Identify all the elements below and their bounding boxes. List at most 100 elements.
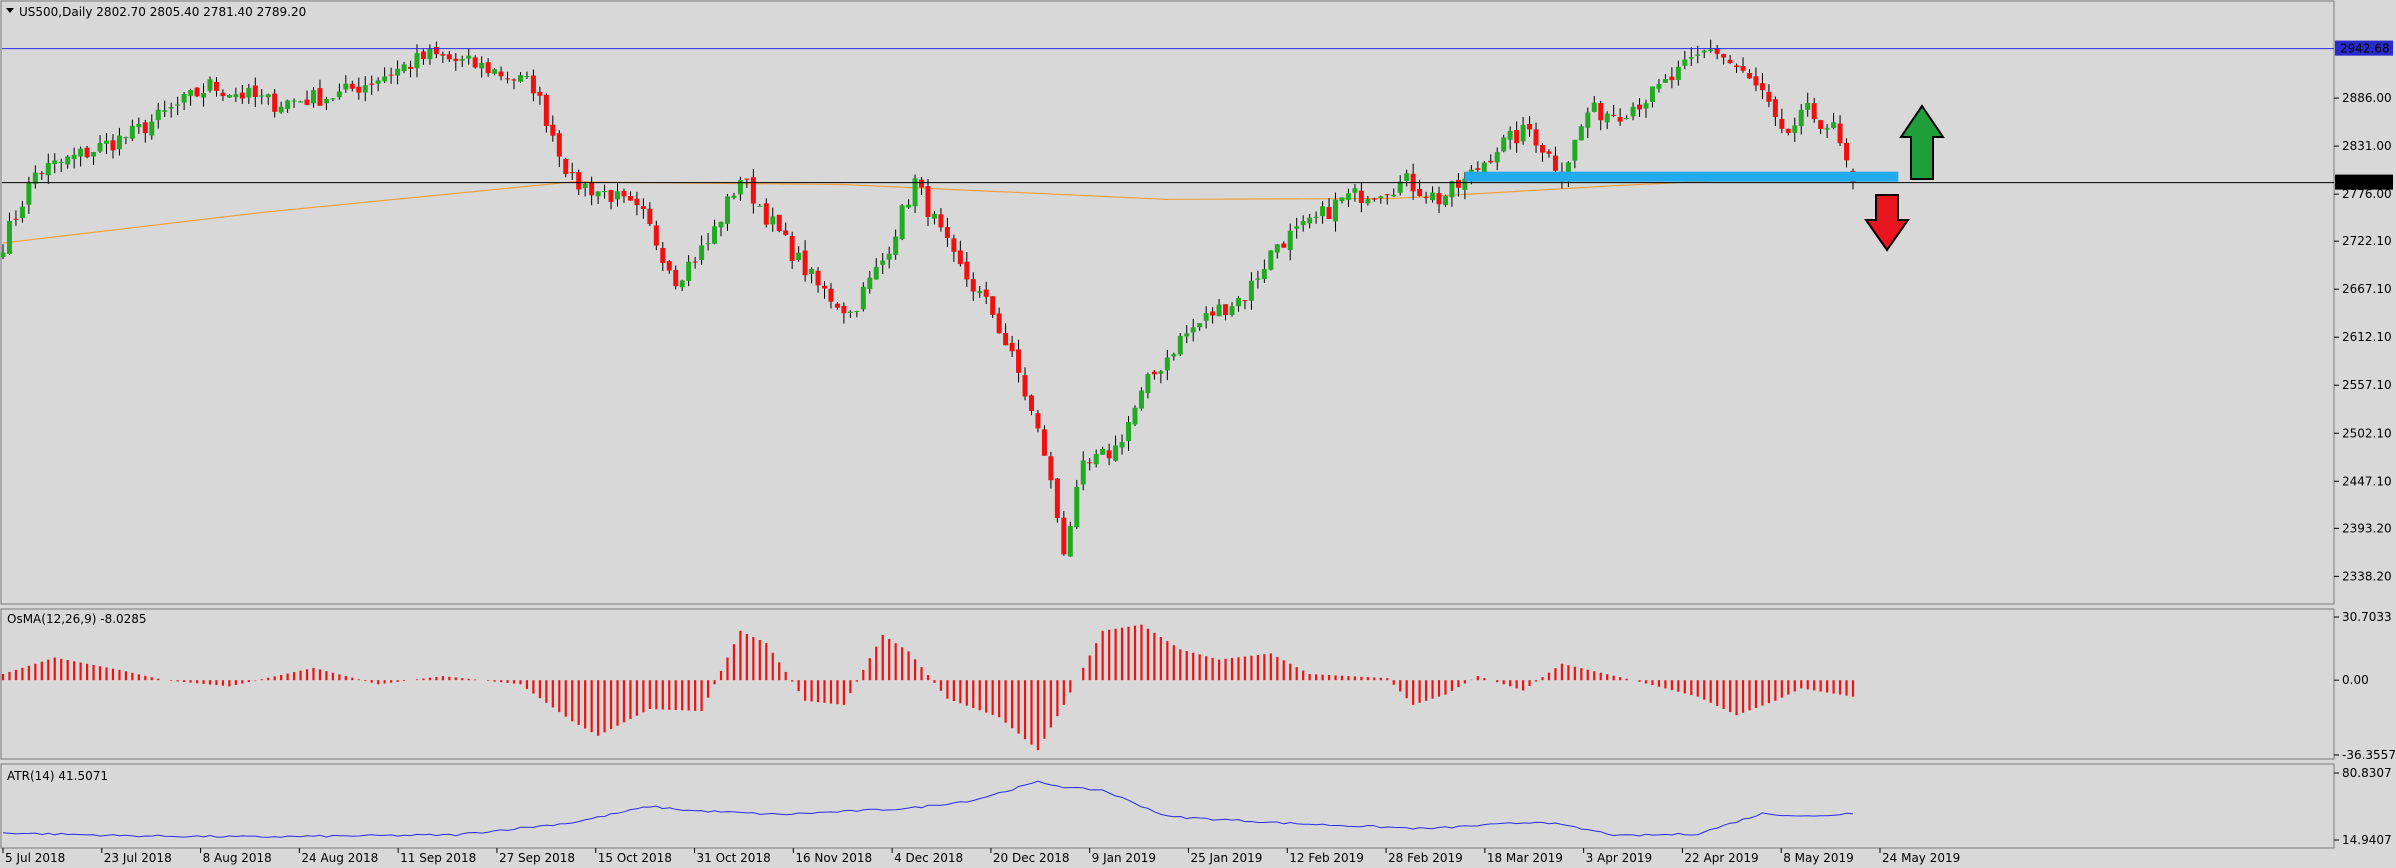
candle-body (1436, 193, 1442, 205)
arrows-layer (1864, 104, 1945, 252)
y-tick-label: 2722.10 (2342, 234, 2392, 248)
candle-body (569, 172, 575, 174)
candle-body (563, 158, 569, 175)
candle-body (977, 291, 983, 294)
x-tick-label: 23 Jul 2018 (104, 851, 172, 865)
y-tick-label: 2502.10 (2342, 426, 2392, 440)
candle-body (1365, 199, 1371, 204)
candle-body (640, 206, 646, 209)
candle-body (459, 58, 465, 61)
candle-body (1067, 526, 1073, 557)
candle-body (65, 156, 71, 165)
candle-body (505, 78, 511, 80)
candle-body (718, 221, 724, 228)
candle-body (382, 76, 388, 82)
candle-body (13, 218, 19, 220)
candle-body (246, 87, 252, 98)
candle-body (1138, 390, 1144, 409)
candle-body (1307, 217, 1313, 224)
candle-body (239, 92, 245, 99)
candle-body (1113, 445, 1119, 461)
candle-body (220, 92, 226, 97)
candle-body (1643, 103, 1649, 109)
candle-body (647, 208, 653, 225)
candle-body (550, 124, 556, 136)
candle-body (770, 216, 776, 225)
candle-body (705, 243, 711, 245)
candle-body (1016, 349, 1022, 373)
x-tick-label: 24 May 2019 (1882, 851, 1960, 865)
candle-body (71, 154, 77, 160)
candle-body (6, 220, 12, 254)
candle-body (1255, 278, 1261, 280)
candle-body (1391, 194, 1397, 197)
candle-body (886, 253, 892, 260)
x-tick-label: 15 Oct 2018 (598, 851, 672, 865)
candle-body (181, 93, 187, 103)
osma-y-label: 30.7033 (2342, 610, 2392, 624)
candle-body (1637, 104, 1643, 110)
candle-body (983, 289, 989, 297)
candle-body (323, 98, 329, 104)
candle-body (1035, 413, 1041, 429)
candle-body (1708, 49, 1714, 52)
candle-body (39, 173, 45, 175)
candle-body (1824, 128, 1830, 130)
candle-body (1197, 323, 1203, 328)
candle-body (375, 80, 381, 84)
candle-body (1281, 243, 1287, 248)
y-tick-label: 2338.20 (2342, 569, 2392, 583)
resistance-price-label-bg (2335, 40, 2393, 56)
candle-body (1792, 125, 1798, 133)
collapse-triangle-icon[interactable] (6, 8, 14, 13)
candle-body (1494, 152, 1500, 163)
candle-body (1844, 142, 1850, 161)
candle-body (285, 100, 291, 110)
y-tick-label: 2612.10 (2342, 330, 2392, 344)
candle-body (26, 182, 32, 205)
y-tick-label: 2557.10 (2342, 378, 2392, 392)
candle-body (602, 191, 608, 193)
candle-body (1054, 478, 1060, 519)
candle-body (1572, 139, 1578, 161)
candle-body (1145, 374, 1151, 394)
y-tick-label: 2393.20 (2342, 521, 2392, 535)
candle-body (1210, 311, 1216, 316)
candle-body (1320, 206, 1326, 217)
candle-body (931, 213, 937, 219)
candle-body (1022, 375, 1028, 397)
candle-body (116, 135, 122, 150)
candle-body (1779, 118, 1785, 129)
candle-body (1527, 123, 1533, 130)
candle-body (1669, 76, 1675, 81)
candle-body (168, 107, 174, 109)
y-tick-label: 2831.00 (2342, 139, 2392, 153)
candle-body (867, 277, 873, 290)
candle-body (19, 206, 25, 219)
candle-body (1540, 145, 1546, 153)
x-tick-label: 8 May 2019 (1783, 851, 1854, 865)
candle-body (1617, 117, 1623, 122)
candle-body (873, 266, 879, 280)
candle-body (621, 190, 627, 197)
x-tick-label: 31 Oct 2018 (697, 851, 771, 865)
candle-body (957, 250, 963, 265)
candle-body (1766, 91, 1772, 102)
candle-body (1203, 313, 1209, 321)
candles-layer (0, 39, 1856, 557)
candle-body (440, 54, 446, 56)
candle-body (272, 93, 278, 112)
candle-body (1248, 280, 1254, 301)
current-price-label: 2789.20 (2340, 176, 2390, 190)
candle-body (1701, 50, 1707, 53)
candle-body (453, 58, 459, 62)
candle-body (472, 57, 478, 68)
candle-body (737, 179, 743, 195)
chart-title: US500,Daily 2802.70 2805.40 2781.40 2789… (19, 5, 306, 19)
candle-body (336, 91, 342, 98)
x-axis: 5 Jul 2018 23 Jul 2018 8 Aug 2018 24 Aug 20… (2, 848, 1960, 865)
candle-body (0, 252, 6, 257)
candle-body (427, 48, 433, 60)
candle-body (291, 100, 297, 102)
